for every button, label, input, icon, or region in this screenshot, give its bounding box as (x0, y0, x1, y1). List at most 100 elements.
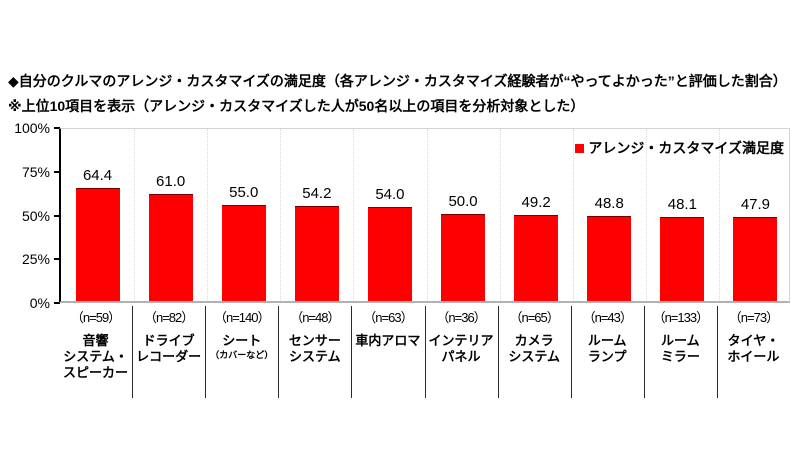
y-axis-tick-label: 25% (21, 251, 50, 268)
y-axis-tick-label: 100% (14, 120, 50, 136)
sample-size-label: （n=63） (363, 310, 413, 325)
bar-column: 48.1 (646, 129, 719, 301)
bar-value-label: 64.4 (82, 167, 113, 185)
category-label: ルーム ランプ (571, 333, 644, 365)
legend: アレンジ・カスタマイズ満足度 (575, 138, 784, 158)
sample-size-label: （n=36） (436, 310, 486, 325)
sample-size-label: （n=140） (213, 310, 271, 325)
bar (221, 204, 266, 301)
bar (514, 214, 559, 301)
category-column: （n=59） 音響 システム・ スピーカー (59, 305, 132, 381)
bar (75, 188, 120, 301)
category-column: （n=36） インテリア パネル (425, 305, 498, 365)
bar-column: 49.2 (500, 129, 573, 301)
category-column: （n=43） ルーム ランプ (571, 305, 644, 365)
sample-size-label: （n=65） (509, 310, 559, 325)
category-label: カメラ システム (498, 333, 571, 365)
bar (294, 206, 339, 301)
bar (733, 217, 778, 301)
gridline-vertical (645, 129, 647, 301)
category-label-line: ミラー (660, 349, 700, 364)
legend-label: アレンジ・カスタマイズ満足度 (588, 140, 784, 156)
y-axis-tick-label: 50% (21, 207, 50, 224)
bar-column: 61.0 (134, 129, 207, 301)
bar-column: 54.0 (353, 129, 426, 301)
column-separator (497, 306, 499, 398)
bar (660, 216, 705, 301)
sample-size-label: （n=73） (728, 310, 779, 325)
bar (148, 194, 193, 301)
bar (367, 206, 412, 301)
column-separator (716, 306, 718, 398)
column-separator (205, 306, 207, 398)
y-axis-tick-label: 75% (21, 163, 50, 180)
category-column: （n=73） タイヤ・ ホイール (717, 305, 790, 365)
category-label-line: ホイール (727, 349, 780, 364)
y-axis-tick-mark (54, 302, 60, 304)
bar-column: 55.0 (207, 129, 280, 301)
legend-swatch-icon (575, 143, 585, 153)
bar-value-label: 55.0 (229, 183, 259, 201)
category-label: センサー システム (278, 333, 351, 365)
sample-size-label: （n=48） (290, 310, 340, 325)
category-column: （n=140） シート （カバーなど） (205, 305, 278, 362)
bar-value-label: 47.9 (740, 196, 771, 214)
category-label: シート （カバーなど） (205, 333, 278, 362)
category-label: ルーム ミラー (644, 333, 717, 365)
chart-subtitle: ※上位10項目を表示（アレンジ・カスタマイズした人が50名以上の項目を分析対象と… (8, 98, 585, 114)
column-separator (424, 306, 426, 398)
y-axis-tick-mark (54, 214, 60, 217)
category-label-line: インテリア (428, 333, 494, 348)
y-axis-tick-mark (54, 127, 60, 129)
category-label-line: システム・ (63, 349, 128, 364)
category-label-line: ルーム (587, 333, 627, 348)
gridline-vertical (426, 129, 428, 301)
bar-column: 50.0 (427, 129, 500, 301)
bar-value-label: 48.8 (594, 194, 624, 212)
column-separator (351, 306, 353, 398)
bar (441, 213, 486, 301)
category-label: タイヤ・ ホイール (717, 333, 790, 365)
bar-value-label: 48.1 (667, 195, 697, 213)
category-label: ドライブ レコーダー (132, 333, 205, 365)
bar-column: 54.2 (280, 129, 353, 301)
category-label-line: ルーム (661, 333, 700, 348)
gridline-vertical (572, 129, 574, 301)
category-label-line: システム (508, 349, 560, 364)
bar-value-label: 49.2 (521, 193, 551, 211)
category-label-line: システム (289, 349, 341, 364)
gridline-vertical (134, 129, 136, 301)
category-label-line: ドライブ (142, 333, 195, 348)
category-label-line: ランプ (587, 349, 627, 364)
bar-value-label: 54.0 (375, 185, 405, 203)
category-label-line: シート (222, 333, 262, 348)
category-column: （n=133） ルーム ミラー (644, 305, 717, 365)
category-label-line: パネル (441, 349, 481, 364)
gridline-vertical (207, 129, 209, 301)
category-label-line: 車内アロマ (355, 333, 421, 348)
chart-header: ◆自分のクルマのアレンジ・カスタマイズの満足度（各アレンジ・カスタマイズ経験者が… (8, 69, 794, 119)
category-label-line: カメラ (514, 333, 554, 348)
category-label: インテリア パネル (425, 333, 498, 365)
bar (587, 215, 632, 301)
category-sublabel: （カバーなど） (210, 350, 274, 360)
gridline-vertical (718, 129, 720, 301)
chart-title: ◆自分のクルマのアレンジ・カスタマイズの満足度（各アレンジ・カスタマイズ経験者が… (8, 73, 787, 89)
sample-size-label: （n=82） (143, 310, 194, 325)
y-axis-tick-mark (54, 258, 60, 261)
sample-size-label: （n=133） (652, 310, 710, 325)
y-axis-tick-mark (54, 170, 60, 173)
bar-column: 64.4 (61, 129, 134, 301)
gridline-vertical (280, 129, 282, 301)
column-separator (643, 306, 645, 398)
category-label-line: スピーカー (63, 365, 129, 380)
bar-value-label: 61.0 (156, 173, 186, 191)
category-label-line: 音響 (82, 333, 109, 348)
bar-value-label: 50.0 (448, 192, 478, 210)
category-label: 音響 システム・ スピーカー (59, 333, 132, 381)
category-column: （n=65） カメラ システム (498, 305, 571, 365)
category-column: （n=63） 車内アロマ (351, 305, 424, 349)
gridline-vertical (499, 129, 501, 301)
category-column: （n=82） ドライブ レコーダー (132, 305, 205, 365)
